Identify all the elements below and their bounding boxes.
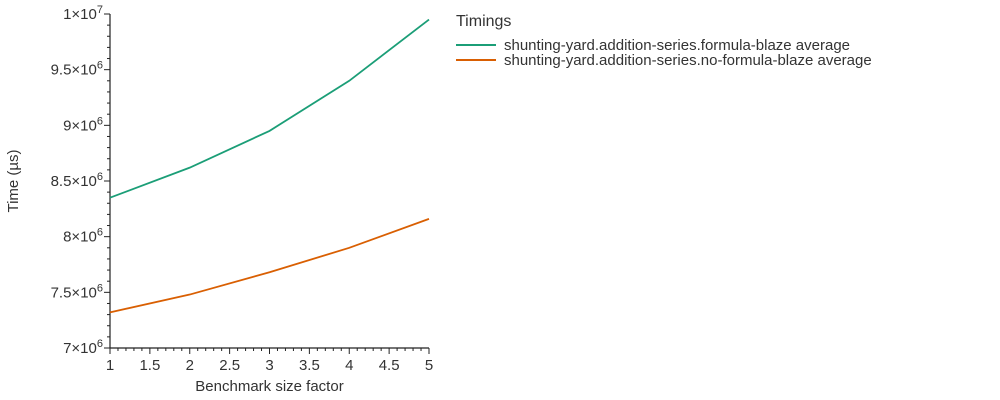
x-tick-label: 4.5 (379, 357, 400, 374)
x-tick-label: 1 (106, 357, 114, 374)
series-line-1 (109, 18, 430, 199)
x-tick-label: 5 (425, 357, 433, 374)
legend: Timings shunting-yard.addition-series.fo… (456, 13, 872, 69)
y-tick-label: 9×106 (63, 115, 103, 134)
y-axis-title: Time (µs) (5, 149, 22, 212)
y-axis-ticks: 7×106 7.5×106 8×106 8.5×106 9×106 9.5×106 1×10… (51, 4, 110, 357)
y-tick-label: 8.5×106 (51, 171, 103, 190)
y-tick-label: 7.5×106 (51, 282, 103, 301)
y-tick-label: 7×106 (63, 338, 103, 357)
x-axis-ticks: 1 1.5 2 2.5 3 3.5 4 4.5 5 (106, 348, 433, 374)
x-tick-label: 3.5 (299, 357, 320, 374)
axes (109, 14, 429, 349)
y-tick-label: 1×107 (63, 4, 103, 23)
x-tick-label: 1.5 (139, 357, 160, 374)
y-tick-label: 9.5×106 (51, 60, 103, 79)
y-tick-label: 8×106 (63, 227, 103, 246)
x-tick-label: 2.5 (219, 357, 240, 374)
legend-label: shunting-yard.addition-series.formula-bl… (504, 37, 850, 54)
legend-label: shunting-yard.addition-series.no-formula… (504, 52, 872, 69)
x-tick-label: 4 (345, 357, 353, 374)
x-tick-label: 2 (186, 357, 194, 374)
legend-items: shunting-yard.addition-series.formula-bl… (456, 37, 872, 69)
series-line-2 (109, 218, 430, 314)
x-axis-title: Benchmark size factor (195, 378, 343, 395)
series-lines (109, 18, 430, 314)
legend-title: Timings (456, 13, 511, 30)
x-tick-label: 3 (265, 357, 273, 374)
